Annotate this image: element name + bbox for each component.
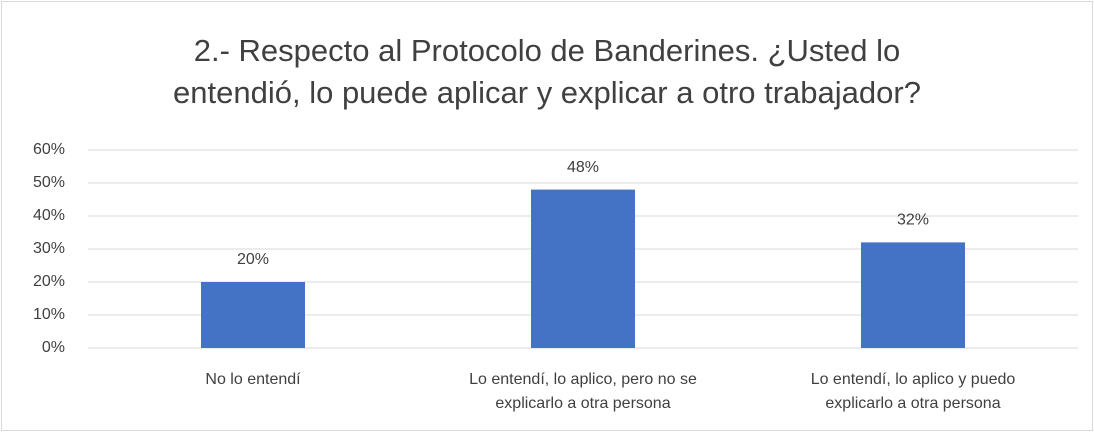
y-tick-label: 30%	[33, 240, 65, 257]
y-tick-label: 60%	[33, 141, 65, 158]
x-tick-label: Lo entendí, lo aplico y puedo explicarlo…	[810, 371, 1016, 412]
y-tick-label: 10%	[33, 306, 65, 323]
data-label: 48%	[567, 159, 599, 176]
y-tick-label: 0%	[42, 339, 65, 356]
bar	[861, 242, 965, 348]
x-tick-label: Lo entendí, lo aplico, pero no se explic…	[469, 371, 697, 412]
chart-title: 2.- Respecto al Protocolo de Banderines.…	[173, 33, 921, 110]
bar	[531, 189, 635, 348]
y-tick-label: 40%	[33, 207, 65, 224]
bar	[201, 282, 305, 348]
data-label: 20%	[237, 251, 269, 268]
y-tick-label: 20%	[33, 273, 65, 290]
x-tick-label: No lo entendí	[205, 371, 301, 388]
y-tick-label: 50%	[33, 174, 65, 191]
data-label: 32%	[897, 212, 929, 229]
